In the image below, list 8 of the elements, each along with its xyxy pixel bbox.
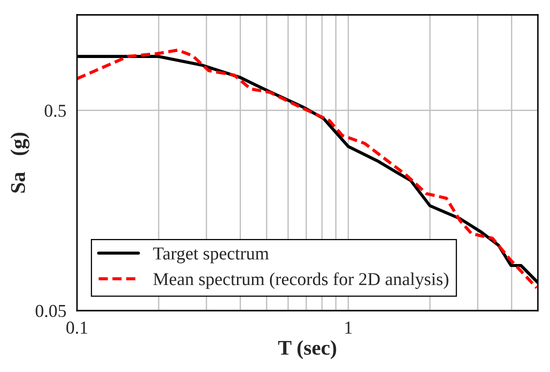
y-axis-title: Sa (g): [10, 132, 30, 193]
x-tick-label: 1: [345, 322, 352, 334]
y-tick-label: 0.05: [36, 304, 66, 318]
y-tick-label: 0.5: [44, 104, 66, 117]
x-axis-title: T (sec): [278, 340, 336, 360]
legend-label: Mean spectrum (records for 2D analysis): [153, 272, 448, 289]
legend-label: Target spectrum: [153, 248, 269, 264]
x-tick-label: 0.1: [66, 322, 88, 334]
